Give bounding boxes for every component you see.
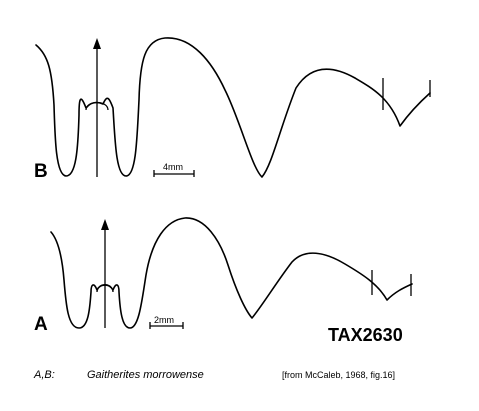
venter-arrowhead-b [93, 38, 101, 49]
suture-line-a [50, 217, 413, 329]
caption-species: Gaitherites morrowense [87, 369, 204, 381]
caption-labels: A,B: [33, 369, 55, 381]
scale-bar-b: 4mm [153, 162, 195, 177]
suture-label-b: B [34, 161, 48, 182]
taxon-id: TAX2630 [328, 325, 403, 345]
suture-line-a-group: A 2mm [34, 217, 413, 335]
suture-line-b [35, 37, 431, 178]
scale-bar-a: 2mm [149, 315, 184, 329]
caption-source: [from McCaleb, 1968, fig.16] [282, 370, 395, 380]
scale-label-b: 4mm [163, 162, 183, 172]
venter-arrowhead-a [101, 219, 109, 230]
suture-label-a: A [34, 314, 48, 335]
scale-label-a: 2mm [154, 315, 174, 325]
suture-line-b-group: B 4mm [34, 37, 431, 182]
